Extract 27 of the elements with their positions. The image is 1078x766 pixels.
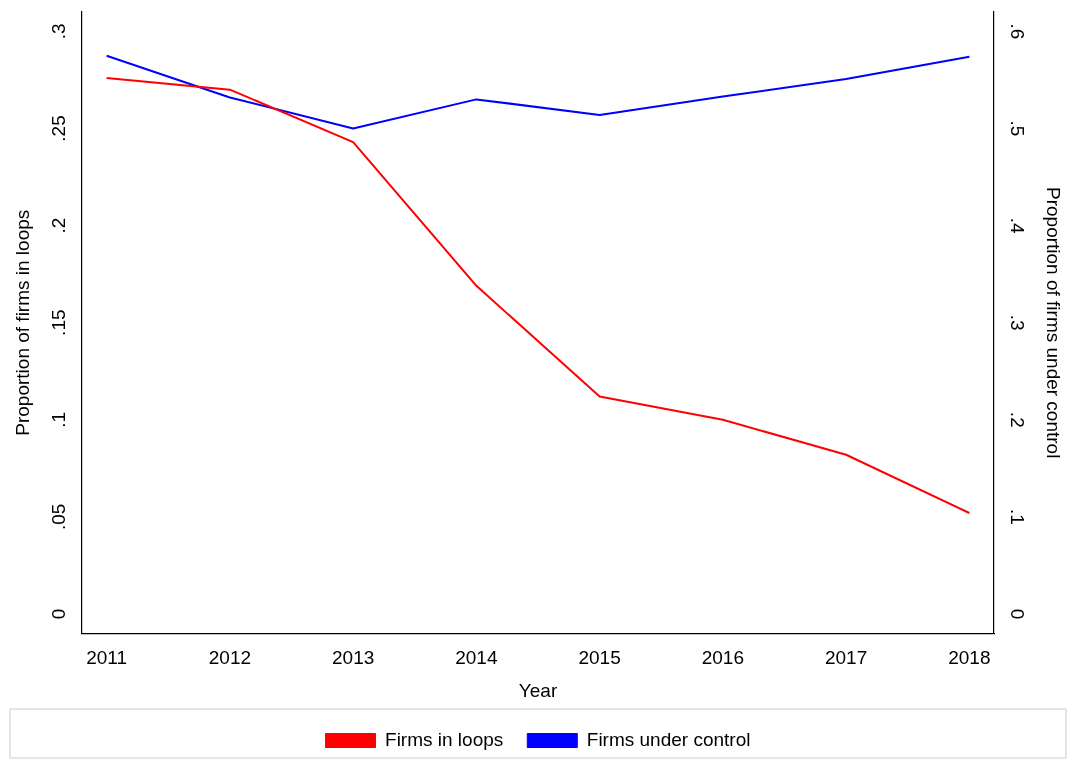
x-tick-label: 2018 [948, 647, 991, 669]
y-tick-label: .1 [48, 411, 70, 428]
y-tick-label: .3 [48, 23, 70, 40]
y2-tick-label: .5 [1006, 120, 1028, 137]
y2-tick-label: .1 [1006, 508, 1028, 525]
x-tick-label: 2013 [331, 647, 375, 669]
legend-label: Firms in loops [385, 728, 504, 750]
x-tick-label: 2011 [86, 647, 128, 669]
y-tick-label: 0 [48, 608, 70, 620]
y2-tick-label: .4 [1006, 217, 1028, 234]
y2-axis-title: Proportion of firms under control [1043, 187, 1065, 459]
x-tick-label: 2016 [701, 647, 745, 669]
x-tick-label: 2012 [208, 647, 252, 669]
y2-tick-label: 0 [1006, 608, 1028, 620]
x-tick-label: 2017 [824, 647, 868, 669]
y-axis-title: Proportion of firms in loops [11, 209, 33, 436]
y2-tick-label: .6 [1006, 23, 1028, 40]
legend-label: Firms under control [586, 728, 751, 750]
y-tick-label: .05 [48, 503, 70, 531]
y-tick-label: .15 [48, 309, 70, 336]
x-axis-title: Year [518, 679, 558, 701]
y2-tick-label: .3 [1006, 314, 1028, 331]
y-tick-label: .2 [48, 217, 70, 234]
y2-tick-label: .2 [1006, 411, 1028, 428]
x-tick-label: 2014 [455, 647, 498, 669]
x-tick-label: 2015 [578, 647, 621, 669]
y-tick-label: .25 [48, 115, 70, 142]
